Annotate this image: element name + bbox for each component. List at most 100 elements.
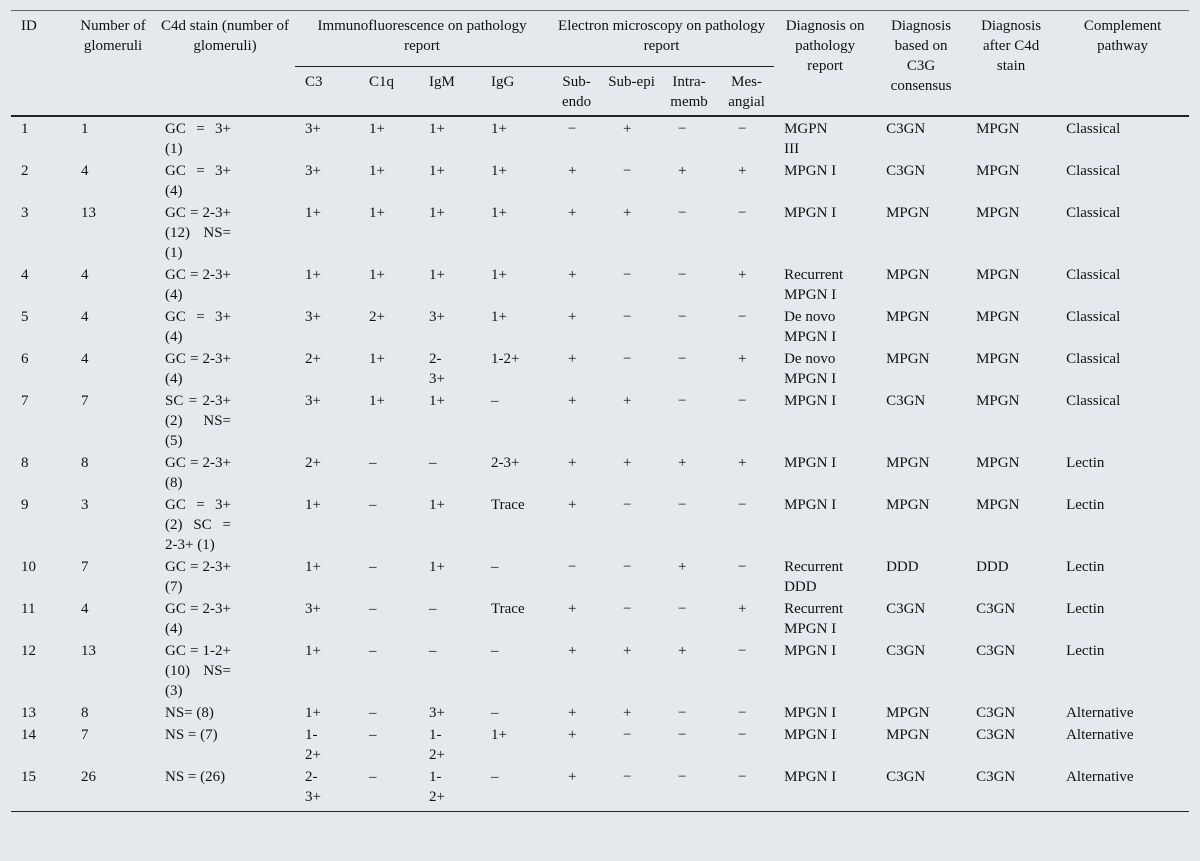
table-cell: − bbox=[678, 705, 687, 721]
table-cell: MPGN I bbox=[784, 393, 837, 409]
table-cell: 1-2+ bbox=[429, 769, 445, 805]
table-row: 5 4 GC = 3+ (4) 3+ 2+ 3+ 1+ + − − − De novo MPGN I M… bbox=[11, 305, 1189, 347]
table-cell: MPGN bbox=[976, 267, 1020, 283]
table-cell: Lectin bbox=[1066, 455, 1105, 471]
table-cell: SC = 2-3+ (2) NS= (5) bbox=[165, 393, 231, 449]
header-cell: Diagnosis on pathology report bbox=[785, 18, 865, 74]
table-cell: MPGN bbox=[976, 455, 1020, 471]
table-cell: Lectin bbox=[1066, 559, 1105, 575]
table-cell: 3 bbox=[81, 497, 89, 513]
table-cell: 15 bbox=[21, 769, 36, 785]
subheader-row: C3 C1q IgM IgG Sub-endo Sub-epi Intra-memb Mes-… bbox=[11, 67, 1189, 117]
table-cell: 14 bbox=[21, 727, 36, 743]
table-cell: 1+ bbox=[305, 559, 321, 575]
table-row: 2 4 GC = 3+ (4) 3+ 1+ 1+ 1+ + − + + MPGN I C3GN MPGN C… bbox=[11, 159, 1189, 201]
table-cell: + bbox=[568, 351, 577, 367]
table-row: 3 13 GC = 2-3+ (12) NS= (1) 1+ 1+ 1+ 1+ + + − − MPG… bbox=[11, 201, 1189, 263]
table-cell: + bbox=[678, 643, 687, 659]
table-cell: − bbox=[738, 769, 747, 785]
table-cell: Classical bbox=[1066, 309, 1121, 325]
table-cell: − bbox=[623, 163, 632, 179]
data-table: ID Number of glomeruli C4d stain (number… bbox=[11, 10, 1190, 812]
table-cell: GC = 3+ (2) SC = 2-3+ (1) bbox=[165, 497, 231, 553]
table-cell: + bbox=[623, 121, 632, 137]
table-cell: De novo MPGN I bbox=[784, 309, 837, 345]
table-cell: MPGN I bbox=[784, 163, 837, 179]
table-cell: 4 bbox=[21, 267, 29, 283]
table-cell: − bbox=[738, 559, 747, 575]
table-cell: Recurrent DDD bbox=[784, 559, 844, 595]
table-cell: − bbox=[738, 727, 747, 743]
table-cell: C3GN bbox=[886, 393, 926, 409]
table-cell: C3GN bbox=[976, 727, 1016, 743]
table-cell: – bbox=[369, 769, 377, 785]
table-cell: − bbox=[678, 393, 687, 409]
table-cell: − bbox=[738, 705, 747, 721]
table-cell: 1-2+ bbox=[491, 351, 520, 367]
table-cell: + bbox=[738, 267, 747, 283]
table-cell: – bbox=[369, 497, 377, 513]
table-cell: 1+ bbox=[491, 727, 507, 743]
table-cell: NS = (7) bbox=[165, 727, 218, 743]
table-cell: − bbox=[678, 205, 687, 221]
table-cell: 10 bbox=[21, 559, 36, 575]
table-cell: − bbox=[678, 497, 687, 513]
table-row: 12 13 GC = 1-2+ (10) NS= (3) 1+ – – – + + + − MPGN … bbox=[11, 639, 1189, 701]
table-cell: 11 bbox=[21, 601, 36, 617]
table-cell: 2-3+ bbox=[429, 351, 445, 387]
table-row: 11 4 GC = 2-3+ (4) 3+ – – Trace + − − + Recurrent M… bbox=[11, 597, 1189, 639]
table-cell: 1+ bbox=[491, 205, 507, 221]
table-cell: 1+ bbox=[305, 205, 321, 221]
table-cell: C3GN bbox=[886, 163, 926, 179]
header-group: Electron microscopy on pathology report bbox=[549, 10, 775, 67]
table-cell: + bbox=[678, 455, 687, 471]
subheader-cell: IgM bbox=[429, 74, 455, 90]
table-cell: + bbox=[568, 309, 577, 325]
header-cell: Number of glomeruli bbox=[80, 18, 146, 54]
table-cell: – bbox=[491, 705, 499, 721]
table-cell: + bbox=[623, 205, 632, 221]
table-cell: MPGN bbox=[886, 309, 930, 325]
table-cell: − bbox=[623, 559, 632, 575]
table-cell: Classical bbox=[1066, 351, 1121, 367]
table-cell: MPGN bbox=[886, 205, 930, 221]
table-cell: 3 bbox=[21, 205, 29, 221]
table-cell: – bbox=[369, 705, 377, 721]
table-cell: + bbox=[623, 455, 632, 471]
table-cell: 4 bbox=[81, 351, 89, 367]
table-cell: GC = 2-3+ (4) bbox=[165, 601, 231, 637]
table-cell: GC = 2-3+ (4) bbox=[165, 351, 231, 387]
table-cell: + bbox=[568, 643, 577, 659]
table-cell: Recurrent MPGN I bbox=[784, 267, 844, 303]
table-cell: 3+ bbox=[305, 601, 321, 617]
table-cell: Alternative bbox=[1066, 727, 1134, 743]
table-cell: C3GN bbox=[886, 769, 926, 785]
table-row: 9 3 GC = 3+ (2) SC = 2-3+ (1) 1+ – 1+ Trace + − −… bbox=[11, 493, 1189, 555]
table-cell: MPGN bbox=[886, 497, 930, 513]
table-cell: + bbox=[738, 351, 747, 367]
table-cell: − bbox=[738, 205, 747, 221]
table-cell: 1+ bbox=[429, 559, 445, 575]
table-cell: + bbox=[568, 205, 577, 221]
table-cell: GC = 2-3+ (7) bbox=[165, 559, 231, 595]
table-cell: – bbox=[491, 393, 499, 409]
table-row: 10 7 GC = 2-3+ (7) 1+ – 1+ – − − + − Recurrent DDD D… bbox=[11, 555, 1189, 597]
table-cell: 2-3+ bbox=[305, 769, 321, 805]
table-cell: − bbox=[623, 267, 632, 283]
table-cell: C3GN bbox=[976, 705, 1016, 721]
table-cell: NS = (26) bbox=[165, 769, 226, 785]
table-cell: 1+ bbox=[369, 393, 385, 409]
table-cell: C3GN bbox=[886, 643, 926, 659]
table-cell: MPGN I bbox=[784, 769, 837, 785]
table-cell: – bbox=[429, 455, 437, 471]
table-cell: 9 bbox=[21, 497, 29, 513]
table-cell: 1+ bbox=[305, 643, 321, 659]
table-cell: C3GN bbox=[976, 643, 1016, 659]
table-cell: GC = 3+ (4) bbox=[165, 309, 231, 345]
table-cell: + bbox=[568, 705, 577, 721]
table-cell: MPGN I bbox=[784, 727, 837, 743]
table-row: 7 7 SC = 2-3+ (2) NS= (5) 3+ 1+ 1+ – + + − − MPGN I… bbox=[11, 389, 1189, 451]
table-cell: MPGN bbox=[886, 727, 930, 743]
table-cell: MPGN I bbox=[784, 497, 837, 513]
table-cell: 1+ bbox=[491, 309, 507, 325]
